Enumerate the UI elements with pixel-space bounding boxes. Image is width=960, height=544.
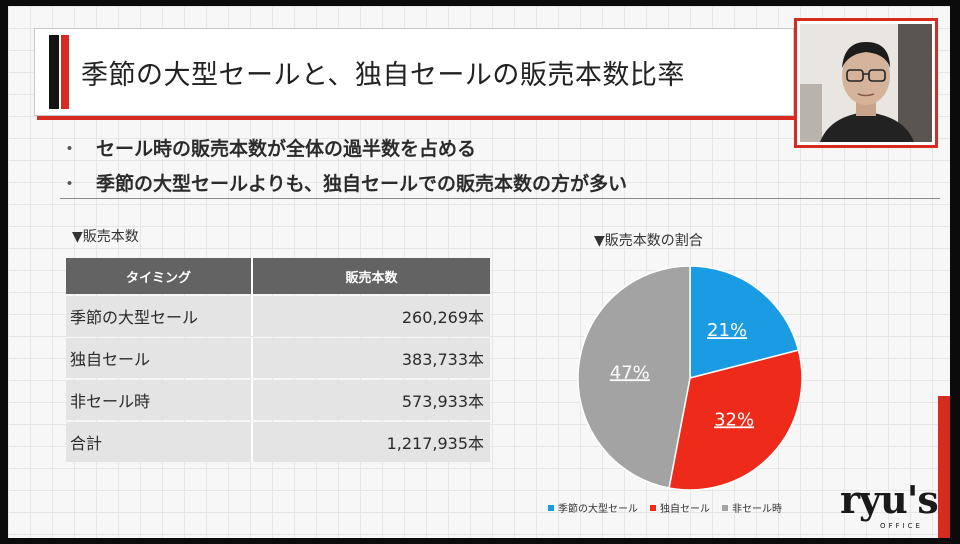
legend-label: 季節の大型セール: [558, 504, 638, 515]
table-row: 季節の大型セール 260,269本: [66, 296, 490, 336]
table-cell-name: 非セール時: [66, 380, 253, 420]
pie-label-3: 47%: [610, 362, 650, 383]
divider: [60, 198, 940, 199]
table-label: ▼販売本数: [72, 229, 139, 245]
table-header-timing: タイミング: [66, 258, 253, 294]
table-cell-value: 1,217,935本: [253, 422, 490, 462]
pie-label-2: 32%: [714, 409, 754, 430]
slide-title: 季節の大型セールと、独自セールの販売本数比率: [81, 60, 685, 91]
table-row: 独自セール 383,733本: [66, 338, 490, 378]
sales-table: タイミング 販売本数 季節の大型セール 260,269本 独自セール 383,7…: [66, 256, 490, 464]
bullet-text: 季節の大型セールよりも、独自セールでの販売本数の方が多い: [96, 173, 628, 195]
logo-subtext: OFFICE: [880, 522, 923, 530]
pie-chart: 21% 32% 47%: [577, 265, 803, 491]
table-cell-name: 季節の大型セール: [66, 296, 253, 336]
table-cell-value: 260,269本: [253, 296, 490, 336]
pie-label-1: 21%: [707, 320, 747, 341]
logo-text: ryu's: [840, 477, 939, 522]
table-header-units: 販売本数: [253, 258, 490, 294]
table-row: 非セール時 573,933本: [66, 380, 490, 420]
legend-label: 非セール時: [732, 504, 782, 515]
table-cell-name: 独自セール: [66, 338, 253, 378]
pie-slice-3: [577, 265, 691, 489]
legend-swatch: [722, 504, 728, 511]
table-header-row: タイミング 販売本数: [66, 258, 490, 294]
title-accent-black: [49, 35, 59, 109]
chart-title: ▼販売本数の割合: [594, 233, 703, 249]
legend-swatch: [548, 504, 554, 511]
presenter-video: [800, 24, 932, 142]
pie-slice-2: [668, 349, 803, 491]
slide: 季節の大型セールと、独自セールの販売本数比率 ・ セール時の販売本数が全体の過半…: [8, 6, 950, 538]
table-cell-value: 573,933本: [253, 380, 490, 420]
table-cell-name: 合計: [66, 422, 253, 462]
decorative-red-strip: [938, 396, 950, 538]
bullet-marker: ・: [60, 138, 80, 160]
legend-swatch: [650, 504, 656, 511]
bullet-text: セール時の販売本数が全体の過半数を占める: [96, 138, 477, 160]
presenter-webcam: [794, 18, 938, 148]
legend-item: 独自セール: [650, 500, 710, 515]
bullet-item: ・ セール時の販売本数が全体の過半数を占める: [60, 130, 627, 165]
legend-item: 季節の大型セール: [548, 500, 638, 515]
title-box: 季節の大型セールと、独自セールの販売本数比率: [34, 28, 794, 116]
legend-item: 非セール時: [722, 500, 782, 515]
company-logo: ryu's OFFICE: [836, 476, 940, 532]
title-accent-red: [61, 35, 69, 109]
chart-legend: 季節の大型セール 独自セール 非セール時: [548, 500, 782, 515]
bullet-list: ・ セール時の販売本数が全体の過半数を占める ・ 季節の大型セールよりも、独自セ…: [60, 130, 627, 200]
bullet-item: ・ 季節の大型セールよりも、独自セールでの販売本数の方が多い: [60, 165, 627, 200]
pie-slice-1: [689, 265, 800, 379]
table-row-total: 合計 1,217,935本: [66, 422, 490, 462]
legend-label: 独自セール: [660, 504, 710, 515]
table-cell-value: 383,733本: [253, 338, 490, 378]
bullet-marker: ・: [60, 173, 80, 195]
